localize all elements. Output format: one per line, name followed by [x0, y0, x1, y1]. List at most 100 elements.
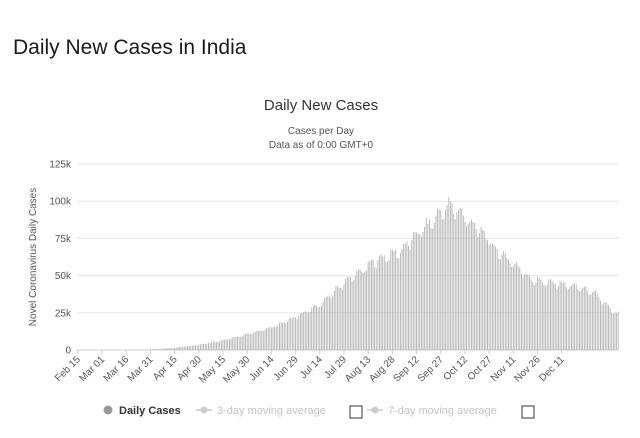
bar	[614, 312, 616, 350]
bar	[543, 285, 545, 350]
bar	[153, 349, 155, 350]
bar	[338, 287, 340, 350]
x-tick-label: Jul 14	[298, 354, 325, 381]
x-tick-label: Aug 13	[343, 354, 373, 384]
x-tick-label: Sep 12	[391, 354, 421, 384]
bar	[203, 343, 205, 350]
bar	[309, 311, 311, 350]
bar	[319, 306, 321, 350]
bar	[198, 344, 200, 350]
x-tick-label: Apr 15	[151, 354, 180, 383]
bar	[582, 287, 584, 350]
bar	[199, 344, 201, 350]
legend-item-3-day-average[interactable]: 3-day moving average	[196, 405, 363, 419]
bar	[353, 280, 355, 350]
bar	[437, 208, 438, 350]
bar	[498, 258, 500, 350]
bar	[445, 209, 447, 350]
chart-title: Daily New Cases	[264, 97, 378, 114]
bar	[274, 327, 276, 350]
bar	[354, 275, 356, 350]
bar	[225, 339, 227, 350]
bar	[416, 232, 417, 350]
bar	[429, 219, 430, 350]
x-tick-label: Mar 31	[126, 354, 156, 384]
bar	[222, 339, 224, 350]
bars	[143, 197, 619, 351]
bar	[464, 221, 466, 350]
chart-subtitle-line-2: Data as of 0:00 GMT+0	[269, 140, 374, 151]
bar	[317, 307, 319, 350]
bar	[253, 332, 255, 350]
bar	[493, 244, 495, 350]
bar	[387, 261, 388, 350]
bar	[540, 279, 542, 350]
bar	[385, 261, 387, 350]
legend-checkbox-3-day[interactable]	[349, 405, 363, 419]
x-tick-label: Oct 12	[441, 354, 470, 383]
bar	[580, 290, 582, 350]
bar	[361, 271, 363, 350]
bar	[148, 349, 150, 351]
bar	[525, 273, 527, 350]
bar	[545, 286, 547, 350]
bar	[475, 228, 477, 350]
bar	[233, 337, 235, 350]
bar	[448, 197, 450, 350]
bar	[212, 341, 214, 350]
bar	[362, 273, 364, 350]
bar	[275, 326, 277, 350]
bar	[248, 333, 250, 350]
legend-item-7-day-average[interactable]: 7-day moving average	[367, 405, 535, 419]
bar	[224, 339, 226, 350]
legend-checkbox-7-day[interactable]	[521, 405, 535, 419]
bar	[530, 279, 532, 350]
bar	[438, 209, 440, 350]
bar	[169, 348, 171, 350]
bar	[188, 345, 190, 350]
bar	[517, 265, 519, 350]
bar	[504, 253, 506, 350]
bar	[561, 282, 563, 350]
bar	[453, 214, 455, 350]
bar	[369, 261, 371, 350]
bar	[491, 243, 493, 350]
bar	[474, 222, 476, 350]
bar	[348, 277, 350, 350]
x-tick-label: Dec 11	[537, 354, 567, 384]
bar	[298, 315, 300, 350]
bar	[470, 219, 472, 350]
bar	[427, 223, 429, 350]
bar	[456, 212, 458, 350]
bar	[616, 312, 618, 350]
bar	[527, 274, 529, 350]
bar	[461, 209, 463, 350]
bar	[569, 286, 571, 350]
bar	[566, 287, 568, 350]
bar	[259, 330, 261, 350]
bar	[411, 239, 413, 350]
bar	[595, 290, 597, 350]
bar	[201, 343, 203, 350]
bar	[617, 311, 619, 350]
bar	[208, 343, 209, 350]
bar	[272, 327, 274, 350]
bar	[340, 287, 342, 350]
x-tick-label: Mar 01	[77, 354, 107, 384]
bar	[156, 349, 158, 350]
bar	[487, 240, 488, 350]
bar	[432, 228, 434, 350]
bar	[553, 283, 555, 350]
legend-item-daily-cases[interactable]: Daily Cases	[103, 405, 181, 417]
bar	[304, 311, 306, 350]
bar	[383, 255, 385, 350]
bar	[332, 295, 334, 350]
bar	[306, 312, 308, 350]
bar	[249, 333, 251, 350]
bar	[490, 243, 492, 350]
bar	[433, 222, 435, 350]
bar	[419, 234, 421, 350]
bar	[301, 312, 303, 350]
bar	[532, 282, 534, 350]
bar	[606, 303, 608, 350]
